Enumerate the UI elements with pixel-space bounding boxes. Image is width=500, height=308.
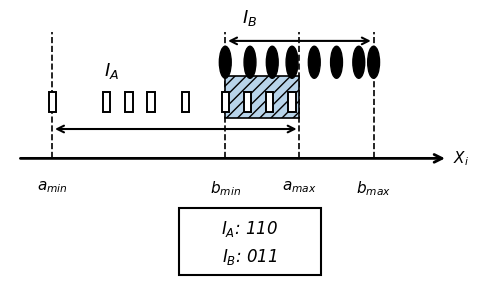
- Text: $a_{min}$: $a_{min}$: [37, 180, 68, 196]
- FancyBboxPatch shape: [179, 208, 321, 274]
- Bar: [148, 92, 155, 112]
- Circle shape: [368, 46, 380, 78]
- Bar: [182, 92, 190, 112]
- Bar: [48, 92, 56, 112]
- Text: $b_{min}$: $b_{min}$: [210, 180, 241, 198]
- Text: $b_{max}$: $b_{max}$: [356, 180, 391, 198]
- Text: $I_B$: $I_B$: [242, 8, 258, 27]
- Bar: [288, 92, 296, 112]
- Circle shape: [244, 46, 256, 78]
- Bar: [103, 92, 110, 112]
- Bar: [125, 92, 132, 112]
- Circle shape: [220, 46, 231, 78]
- Bar: [222, 92, 229, 112]
- Bar: [226, 75, 300, 118]
- Text: $X_i$: $X_i$: [452, 149, 468, 168]
- Text: $a_{max}$: $a_{max}$: [282, 180, 317, 196]
- Bar: [266, 92, 274, 112]
- Text: $I_A$: 110: $I_A$: 110: [222, 219, 278, 239]
- Text: $I_A$: $I_A$: [104, 61, 119, 81]
- Bar: [244, 92, 251, 112]
- Circle shape: [266, 46, 278, 78]
- Circle shape: [330, 46, 342, 78]
- Circle shape: [353, 46, 364, 78]
- Circle shape: [286, 46, 298, 78]
- Circle shape: [308, 46, 320, 78]
- Text: $I_B$: 011: $I_B$: 011: [222, 247, 278, 267]
